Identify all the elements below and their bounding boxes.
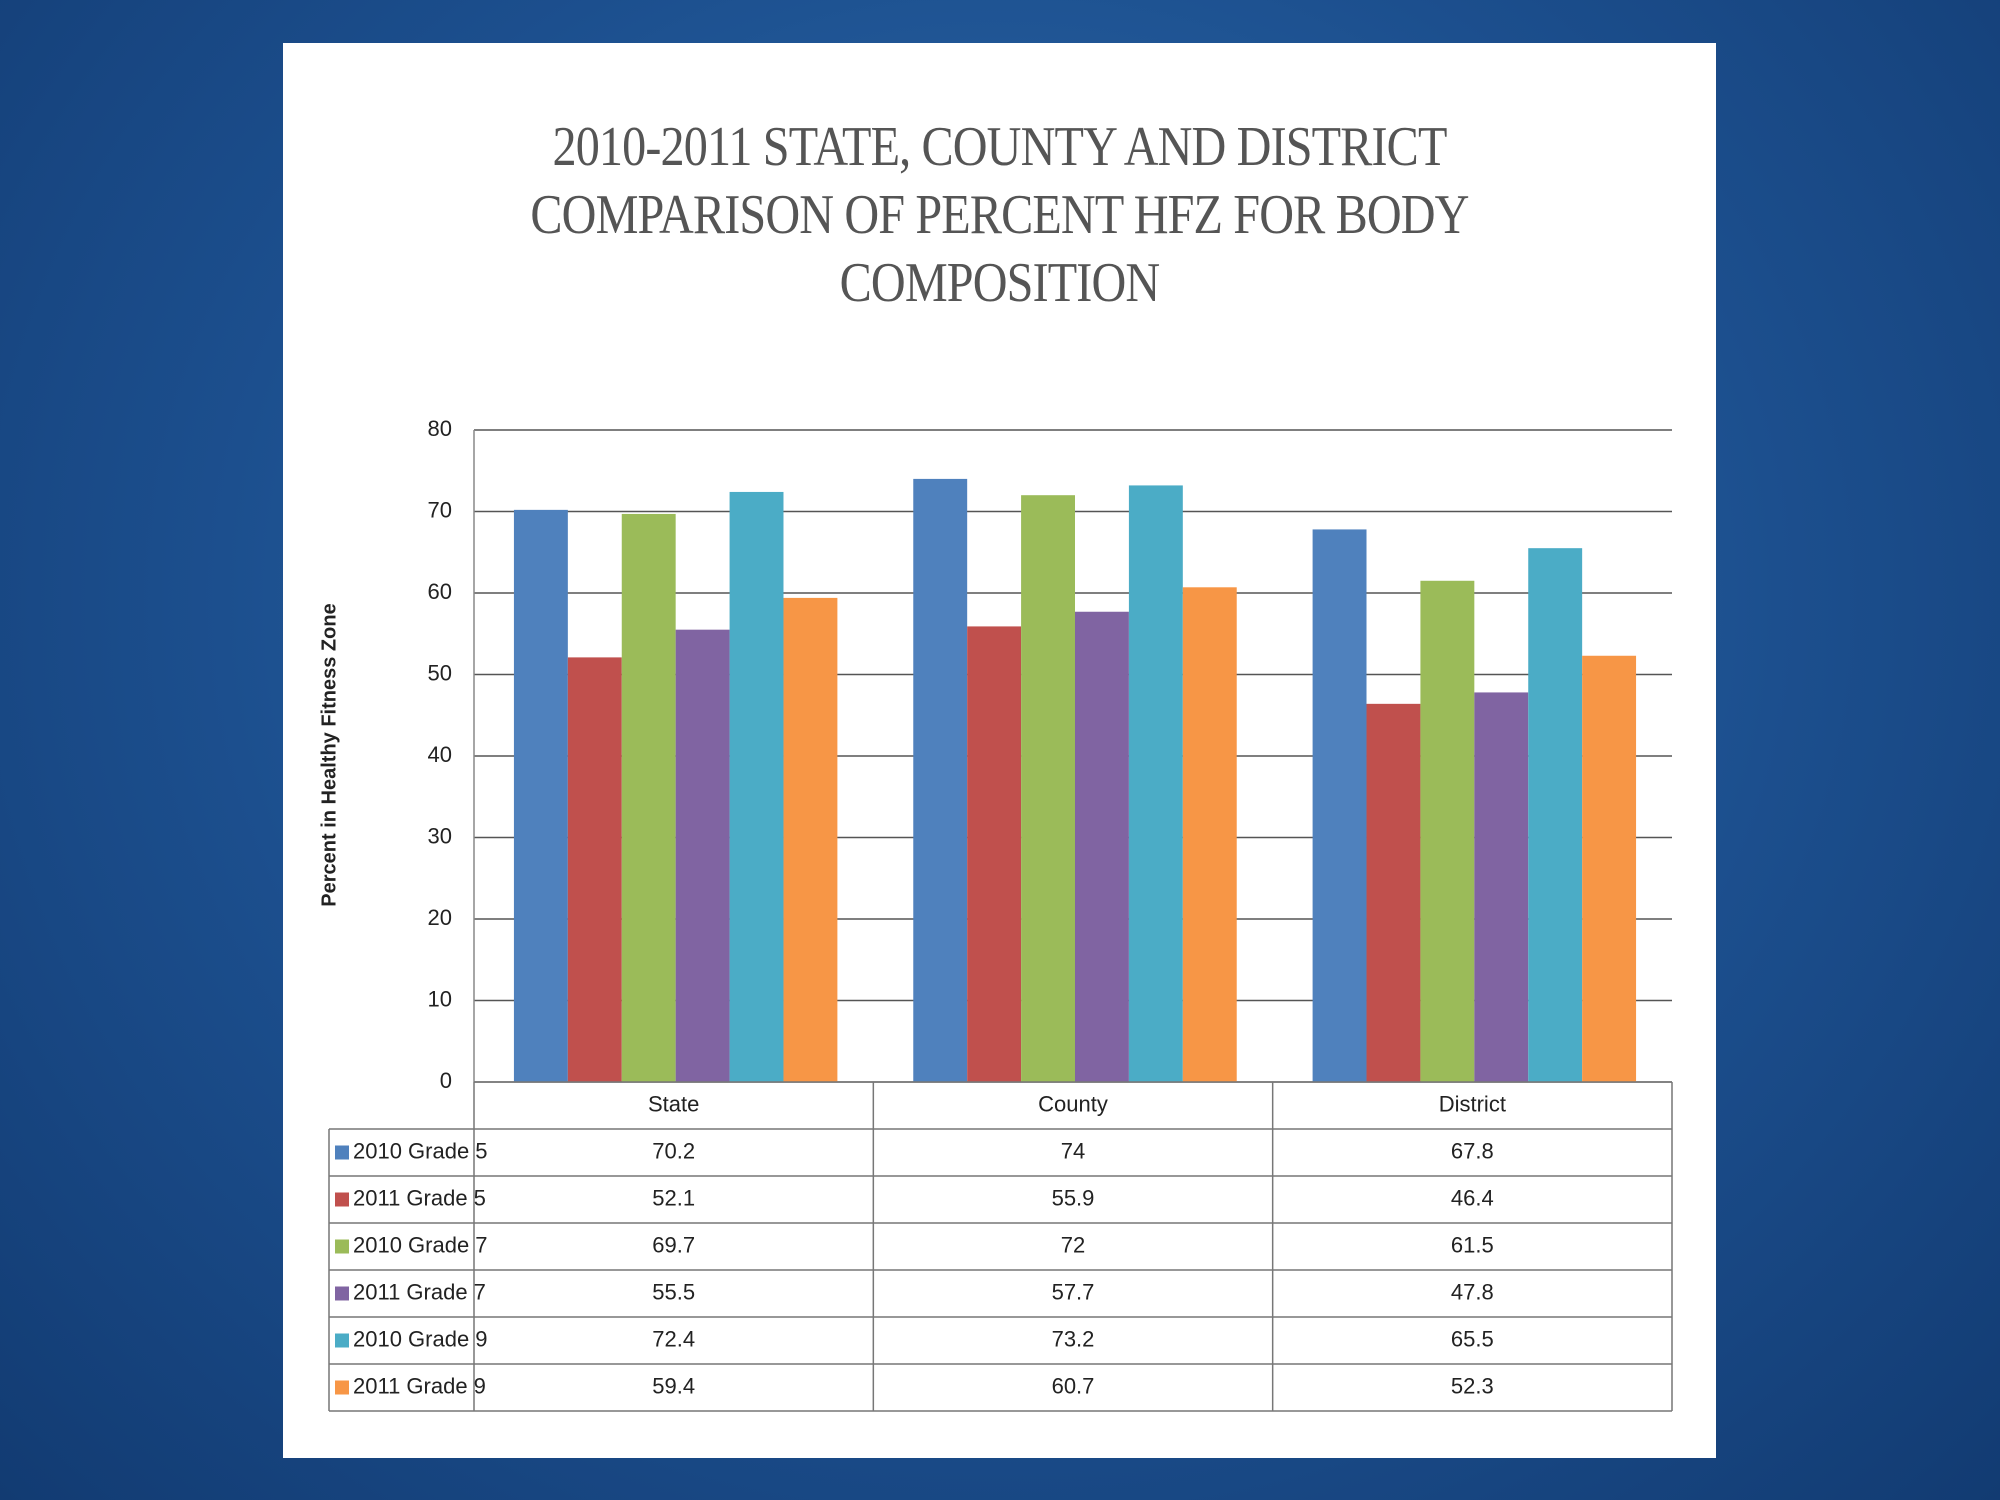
- table-value: 61.5: [1451, 1232, 1494, 1257]
- legend-swatch: [335, 1380, 349, 1395]
- table-value: 69.7: [652, 1232, 695, 1257]
- legend-swatch: [335, 1239, 349, 1254]
- bar: [1366, 703, 1421, 1082]
- bar: [675, 629, 730, 1082]
- bar: [1182, 587, 1237, 1082]
- table-value: 47.8: [1451, 1279, 1494, 1304]
- table-value: 67.8: [1451, 1138, 1494, 1163]
- bar: [1528, 548, 1583, 1082]
- table-value: 72: [1061, 1232, 1085, 1257]
- bar: [1021, 495, 1075, 1082]
- bar: [913, 478, 968, 1082]
- bar: [513, 509, 568, 1082]
- bar: [1128, 485, 1183, 1082]
- table-value: 72.4: [652, 1326, 695, 1351]
- table-value: 52.1: [652, 1185, 695, 1210]
- bar: [1474, 692, 1529, 1082]
- legend-label: 2010 Grade 5: [353, 1138, 488, 1163]
- y-tick-label: 60: [428, 579, 452, 604]
- y-tick-label: 20: [428, 905, 452, 930]
- table-value: 70.2: [652, 1138, 695, 1163]
- bar: [1074, 611, 1129, 1082]
- y-axis-label: Percent in Healthy Fitness Zone: [318, 603, 340, 906]
- y-tick-label: 40: [428, 742, 452, 767]
- table-value: 74: [1061, 1138, 1085, 1163]
- bar: [967, 626, 1022, 1082]
- bar: [783, 597, 838, 1082]
- bar: [621, 513, 676, 1082]
- bar: [729, 491, 784, 1082]
- table-value: 73.2: [1052, 1326, 1095, 1351]
- legend-label: 2010 Grade 7: [353, 1232, 488, 1257]
- y-tick-label: 30: [428, 823, 452, 848]
- bar: [1420, 580, 1475, 1082]
- x-tick-label: District: [1439, 1091, 1506, 1116]
- x-tick-label: State: [648, 1091, 699, 1116]
- table-value: 55.5: [652, 1279, 695, 1304]
- y-tick-label: 70: [428, 497, 452, 522]
- legend-swatch: [335, 1192, 349, 1207]
- legend-label: 2011 Grade 5: [353, 1185, 486, 1210]
- table-value: 52.3: [1451, 1373, 1494, 1398]
- y-tick-label: 10: [428, 986, 452, 1011]
- legend-swatch: [335, 1286, 349, 1301]
- y-tick-label: 50: [428, 660, 452, 685]
- table-value: 57.7: [1052, 1279, 1095, 1304]
- bar: [567, 657, 622, 1082]
- y-tick-label: 80: [428, 416, 452, 441]
- legend-swatch: [335, 1333, 349, 1348]
- chart-title: 2010-2011 STATE, COUNTY AND DISTRICT COM…: [530, 116, 1469, 314]
- table-value: 46.4: [1451, 1185, 1494, 1210]
- table-value: 55.9: [1052, 1185, 1095, 1210]
- legend-label: 2010 Grade 9: [353, 1326, 488, 1351]
- table-value: 59.4: [652, 1373, 695, 1398]
- bar: [1582, 655, 1637, 1082]
- legend-label: 2011 Grade 7: [353, 1279, 486, 1304]
- legend-label: 2011 Grade 9: [353, 1373, 486, 1398]
- x-tick-label: County: [1038, 1091, 1108, 1116]
- table-value: 65.5: [1451, 1326, 1494, 1351]
- legend-swatch: [335, 1145, 349, 1160]
- bar: [1312, 529, 1367, 1082]
- table-value: 60.7: [1052, 1373, 1095, 1398]
- y-tick-label: 0: [440, 1068, 452, 1093]
